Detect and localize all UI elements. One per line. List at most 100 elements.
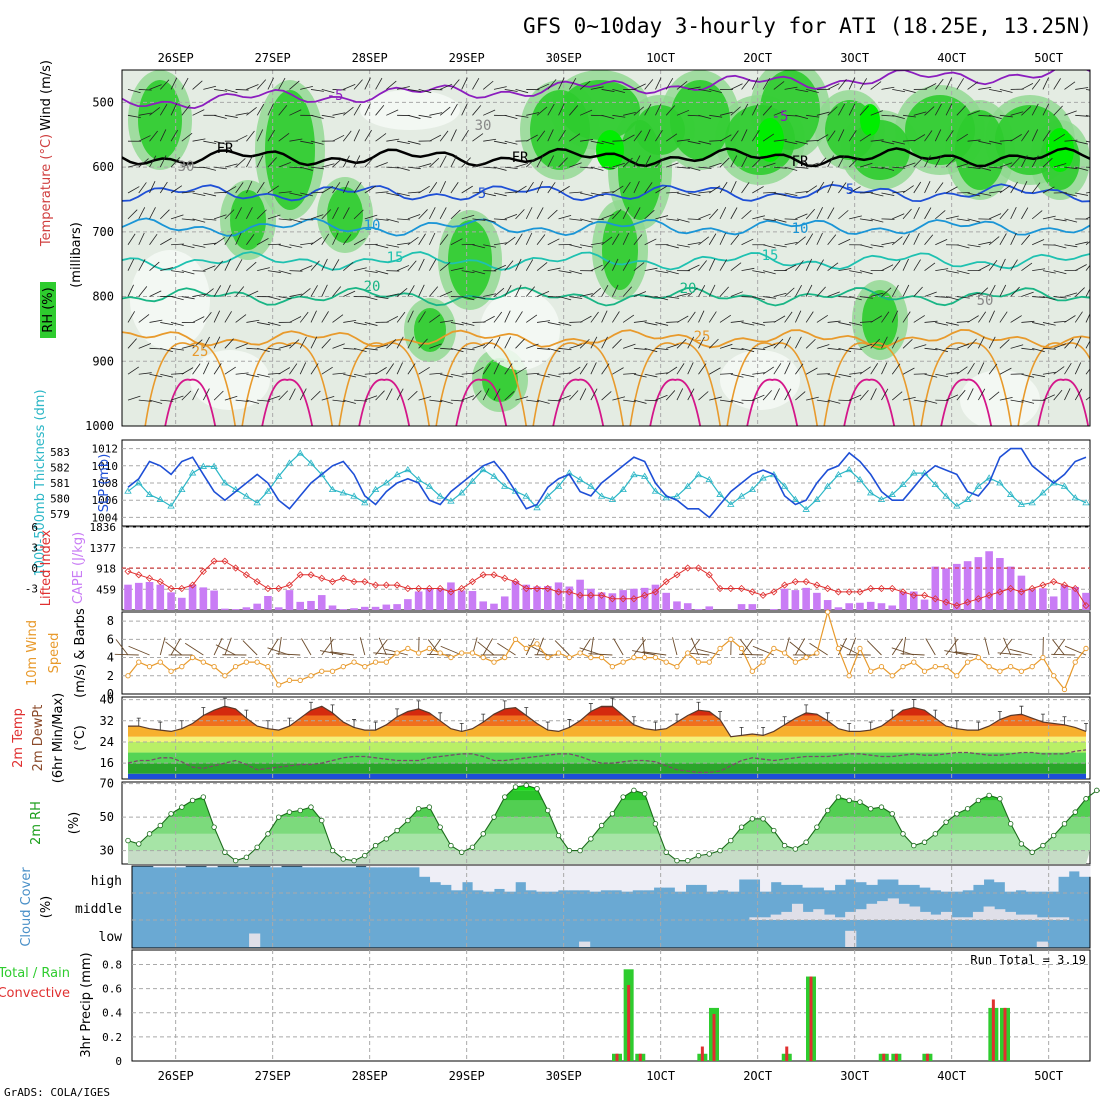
- cloud-high: [505, 866, 516, 892]
- panel-precip: 0.80.60.40.20 Run Total = 3.19 3hr Preci…: [0, 950, 1090, 1068]
- wind-tick: 6: [107, 632, 114, 646]
- rh-point: [772, 828, 777, 833]
- cloud-middle: [898, 904, 909, 920]
- wind-point: [869, 669, 873, 673]
- rh-point: [599, 823, 604, 828]
- cloud-high: [175, 866, 186, 867]
- rh-point: [427, 805, 432, 810]
- cloud-middle: [920, 912, 931, 920]
- wind-point: [427, 646, 431, 650]
- wind-point: [1073, 660, 1077, 664]
- rh-point: [1030, 850, 1035, 855]
- wind-point: [782, 651, 786, 655]
- thickness-tick: 580: [50, 493, 70, 506]
- cloud-high: [451, 866, 462, 890]
- cloud-middle: [877, 901, 888, 920]
- wind-point: [169, 669, 173, 673]
- cloud-middle: [984, 907, 995, 921]
- wind-point: [955, 674, 959, 678]
- wind-point: [255, 660, 259, 664]
- contour-label: FR: [217, 141, 234, 157]
- rh-point: [653, 822, 658, 827]
- cape-bar: [641, 588, 649, 610]
- day-label-top: 28SEP: [352, 51, 388, 65]
- cloud-high: [973, 866, 984, 885]
- precip-convective-bar: [616, 1054, 619, 1061]
- svg-text:(°C): (°C): [73, 725, 88, 751]
- li-tick: -3: [25, 583, 38, 596]
- rh-area: [414, 308, 446, 352]
- cloud-level-label: high: [91, 874, 122, 889]
- wind-point: [912, 660, 916, 664]
- upper-air-ylabel: Temperature (°C) Wind (m/s) (millibars) …: [39, 60, 84, 338]
- wind-point: [815, 651, 819, 655]
- wind-point: [524, 646, 528, 650]
- cape-bar: [307, 601, 315, 610]
- rh-point: [1062, 822, 1067, 827]
- cape-bar: [566, 586, 574, 610]
- wind-point: [686, 651, 690, 655]
- wind-point: [384, 660, 388, 664]
- rh-point: [395, 828, 400, 833]
- rh-point: [675, 858, 680, 863]
- rh-point: [1019, 842, 1024, 847]
- cloud-high: [494, 866, 505, 889]
- rh-area: [596, 130, 624, 170]
- cape-bar: [792, 590, 800, 610]
- cloud-high: [334, 866, 345, 867]
- wind-point: [1019, 669, 1023, 673]
- wind-point: [190, 655, 194, 659]
- precip-convective-bar: [713, 1014, 716, 1061]
- day-label-bottom: 1OCT: [646, 1069, 675, 1083]
- wind-point: [653, 655, 657, 659]
- wind-point: [513, 637, 517, 641]
- wind-point: [298, 678, 302, 682]
- cloud-middle: [973, 912, 984, 920]
- rh-point: [470, 845, 475, 850]
- wind-point: [804, 655, 808, 659]
- cloud-high: [1058, 866, 1069, 877]
- cloud-high: [387, 866, 398, 867]
- rh-point: [944, 820, 949, 825]
- precip-convective-bar: [701, 1047, 704, 1061]
- rh-area: [230, 190, 266, 250]
- upper-air-tick: 1000: [85, 419, 114, 433]
- cape-bar: [296, 602, 304, 610]
- wind-point: [373, 660, 377, 664]
- li-tick: 6: [31, 521, 38, 534]
- cloud-middle: [1026, 915, 1037, 920]
- cape-ylabel: CAPE (J/kg): [71, 532, 86, 604]
- cloud-high: [941, 866, 952, 892]
- wind-point: [729, 637, 733, 641]
- svg-text:Temperature (°C): Temperature (°C): [39, 134, 54, 247]
- rh-point: [1084, 796, 1089, 801]
- rh-point: [298, 808, 303, 813]
- upper-air-tick: 600: [92, 160, 114, 174]
- cloud-high: [270, 866, 281, 867]
- wind-point: [890, 674, 894, 678]
- rh-point: [287, 810, 292, 815]
- wind-point: [739, 646, 743, 650]
- rh-point: [244, 855, 249, 860]
- wind-point: [718, 646, 722, 650]
- cape-bar: [695, 609, 703, 610]
- contour-label: FR: [512, 150, 529, 166]
- cape-bar: [878, 603, 886, 610]
- cloud-middle: [781, 912, 792, 920]
- cape-bar: [867, 602, 875, 610]
- rh-point: [502, 795, 507, 800]
- cape-bar: [243, 607, 251, 610]
- cape-bar: [350, 608, 358, 610]
- cloud-high: [207, 866, 218, 867]
- precip-convective-bar: [627, 985, 630, 1061]
- wind-point: [922, 669, 926, 673]
- wind-point: [944, 664, 948, 668]
- precip-tick: 0.4: [102, 1007, 122, 1020]
- rh-point: [1094, 788, 1099, 793]
- cloud-high: [866, 866, 877, 885]
- rh-point: [545, 808, 550, 813]
- wind-point: [901, 664, 905, 668]
- rh-point: [438, 825, 443, 830]
- cloud-high: [760, 866, 771, 892]
- day-label-top: 4OCT: [937, 51, 966, 65]
